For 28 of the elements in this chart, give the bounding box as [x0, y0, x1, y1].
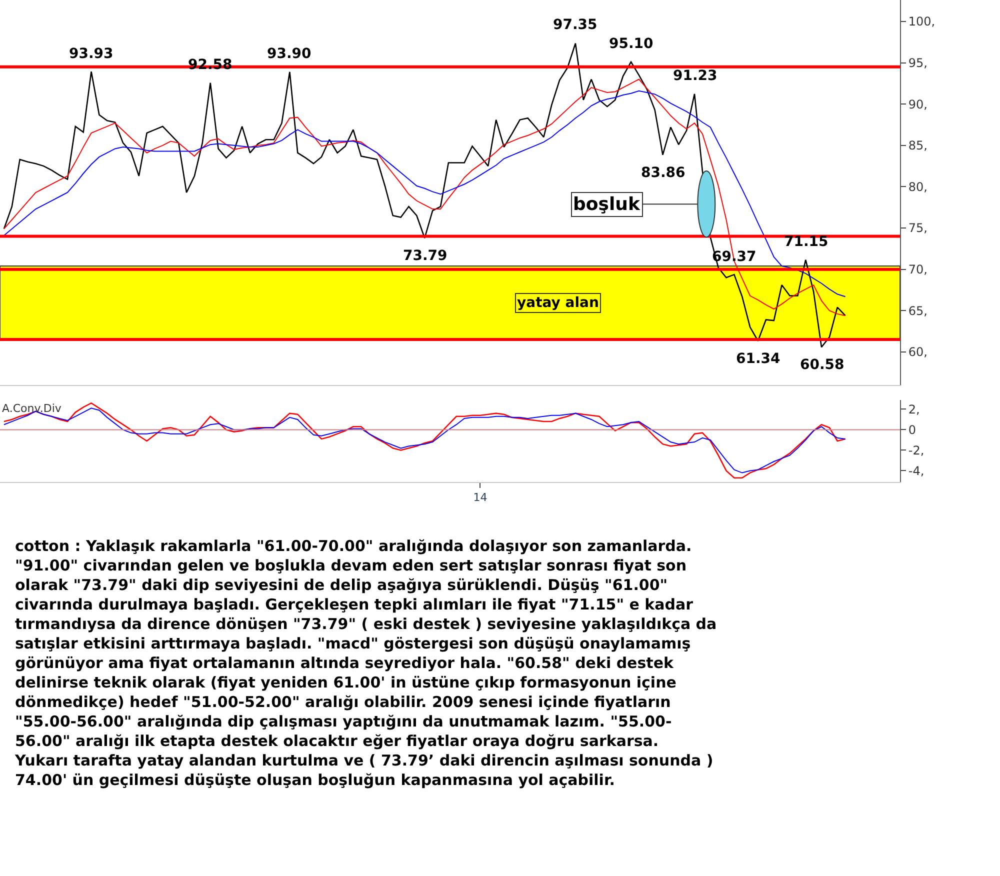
annotation: 93.93: [69, 46, 114, 62]
y-tick-label: 95,: [908, 56, 928, 70]
x-tick-label: 14: [473, 491, 488, 504]
annotation: boşluk: [573, 194, 641, 215]
annotation: 73.79: [403, 248, 448, 264]
annotation: 71.15: [784, 234, 828, 250]
y-tick-label: 0: [908, 422, 916, 437]
y-tick-label: 85,: [908, 138, 928, 153]
y-tick-label: -2,: [908, 443, 924, 458]
y-tick-label: -4,: [908, 464, 924, 478]
y-tick-label: 75,: [908, 221, 928, 236]
y-tick-label: 80,: [908, 180, 928, 194]
y-tick-label: 100,: [908, 14, 936, 29]
y-tick-label: 60,: [908, 345, 928, 360]
text: cotton : Yaklaşık rakamlarla "61.00-70.00" aralığında dolaşıyor son zamanlarda. "91.00" civarından gelen ve boşlukla devam eden sert satışlar sonrası fiyat son olarak "73.79" daki dip seviyesini de delip aşağıya sürüklendi. Düşüş "61.00" civarında durulmaya başladı. Gerçekleşen tepki alımları ile fiyat "71.15" e kadar tırmandıysa da dirence dönüşen "73.79" ( eski destek ) seviyesine yaklaşıldıkça da satışlar etkisini arttırmaya başladı. "macd" göstergesi son düşüşü onaylamamış görünüyor ama fiyat ortalamanın altında seyrediyor hala. "60.58" deki destek delinirse teknik olarak (fiyat yeniden 61.00' in üstüne çıkıp formasyonun içine dönmedikçe) hedef "51.00-52.00" aralığı olabilir. 2009 senesi içinde fiyatların "55.00-56.00" aralığında dip çalışması yaptığını da unutmamak lazım. "55.00- 56.00" aralığı ilk etapta destek olacaktır eğer fiyatlar oraya doğru sarkarsa. Yukarı tarafta yatay alandan kurtulma ve ( 73.79’ daki direncin aşılması sonunda ) 74.00' ün geçilmesi düşüşte oluşan boşluğun kapanmasına yol açabilir.: [15, 537, 717, 789]
y-tick-label: 90,: [908, 97, 928, 112]
y-tick-label: 2,: [908, 402, 920, 416]
annotation: 97.35: [553, 17, 598, 33]
y-tick-label: 65,: [908, 304, 928, 318]
y-tick-label: 70,: [908, 262, 928, 277]
annotation: 91.23: [673, 68, 718, 84]
annotation: 95.10: [609, 36, 654, 52]
annotation: 61.34: [736, 351, 781, 367]
band-label: yatay alan: [517, 295, 599, 311]
annotation: 93.90: [267, 46, 312, 62]
annotation: 60.58: [800, 357, 844, 373]
annotation: 83.86: [641, 165, 686, 181]
chart-title: A.Conv.Div: [2, 402, 62, 415]
